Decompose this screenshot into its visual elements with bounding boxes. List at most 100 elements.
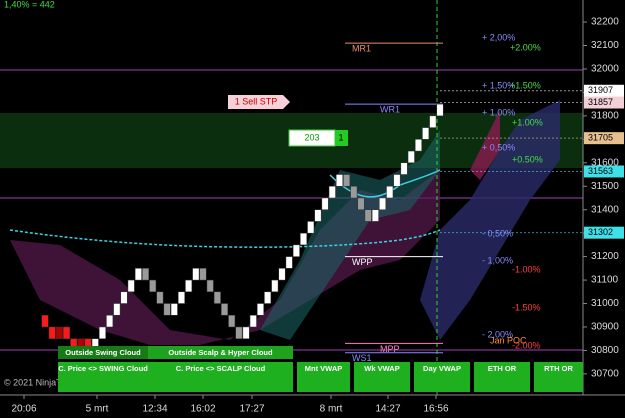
y-tick-label: 30700 xyxy=(591,369,619,380)
button-label[interactable]: RTH OR xyxy=(544,364,573,373)
button-label[interactable]: C. Price <> SWING Cloud xyxy=(58,364,148,373)
percent-label: + 1,00% xyxy=(482,107,515,117)
x-tick-label: 17:27 xyxy=(239,404,264,415)
renko-brick xyxy=(98,326,106,339)
renko-brick xyxy=(400,162,408,175)
poc-label: Jan POC xyxy=(490,335,527,345)
percent-label: -1.50% xyxy=(512,302,541,312)
percent-label: + 1,50% xyxy=(482,80,515,90)
percent-label: +0.50% xyxy=(512,154,543,164)
y-tick-label: 30800 xyxy=(591,345,619,356)
button-label[interactable]: Outside Scalp & Hyper Cloud xyxy=(168,348,273,357)
renko-brick xyxy=(55,326,63,339)
level-label: WS1 xyxy=(352,353,372,363)
button[interactable] xyxy=(148,362,293,392)
button[interactable] xyxy=(297,362,350,392)
renko-brick xyxy=(235,326,243,339)
level-label: WPP xyxy=(352,257,373,267)
renko-brick xyxy=(199,268,207,281)
price-tag xyxy=(584,84,624,97)
renko-brick xyxy=(335,174,343,187)
x-tick-label: 5 mrt xyxy=(86,404,109,415)
copyright: © 2021 NinjaTrader, LLC xyxy=(4,377,104,387)
y-tick-label: 31000 xyxy=(591,298,619,309)
x-tick-label: 8 mrt xyxy=(320,404,343,415)
percent-label: -1.00% xyxy=(512,264,541,274)
y-tick-label: 31200 xyxy=(591,251,619,262)
renko-brick xyxy=(213,291,221,304)
y-tick-label: 31400 xyxy=(591,204,619,215)
renko-brick xyxy=(300,232,308,246)
renko-brick xyxy=(307,221,315,234)
hyper-cloud xyxy=(420,100,560,340)
y-tick-label: 32200 xyxy=(591,17,619,28)
button[interactable] xyxy=(58,346,148,359)
renko-brick xyxy=(393,174,401,187)
x-tick-label: 12:34 xyxy=(142,404,167,415)
renko-brick xyxy=(41,314,49,328)
price-tag-label: 31302 xyxy=(588,227,613,237)
renko-brick xyxy=(163,303,171,316)
price-tag-label: 31857 xyxy=(588,97,613,107)
y-tick-label: 31100 xyxy=(591,275,619,286)
order-label[interactable]: 1 Sell STP xyxy=(235,96,278,106)
button-label[interactable]: C. Price <> SCALP Cloud xyxy=(176,364,266,373)
position-qty[interactable]: 203 xyxy=(304,132,319,142)
price-tag xyxy=(584,226,624,239)
percent-label: - 1,00% xyxy=(482,255,513,265)
y-tick-label: 31600 xyxy=(591,157,619,168)
renko-brick xyxy=(134,268,142,281)
level-label: MR1 xyxy=(352,44,371,54)
position-size[interactable]: 1 xyxy=(338,132,343,142)
renko-brick xyxy=(264,291,272,304)
renko-brick xyxy=(228,314,236,328)
x-tick-label: 16:56 xyxy=(423,404,448,415)
renko-brick xyxy=(436,103,444,117)
renko-brick xyxy=(350,185,358,199)
renko-brick xyxy=(414,139,422,152)
renko-brick xyxy=(321,197,329,210)
button-label[interactable]: Day VWAP xyxy=(423,364,461,373)
renko-brick xyxy=(63,326,71,339)
renko-brick xyxy=(149,279,157,293)
renko-brick xyxy=(170,303,178,316)
button[interactable] xyxy=(534,362,583,392)
y-tick-label: 31500 xyxy=(591,181,619,192)
button-label[interactable]: Wk VWAP xyxy=(364,364,399,373)
renko-brick xyxy=(292,244,300,257)
percent-label: - 0,50% xyxy=(482,228,513,238)
percent-label: - 2,00% xyxy=(482,329,513,339)
level-label: WR1 xyxy=(380,105,400,115)
renko-brick xyxy=(343,174,351,187)
price-tag xyxy=(584,132,624,145)
vwap-line xyxy=(9,229,441,248)
price-tag-label: 31705 xyxy=(588,133,613,143)
percent-label: + 2,00% xyxy=(482,32,515,42)
button-label[interactable]: ETH OR xyxy=(488,364,517,373)
renko-brick xyxy=(192,268,200,281)
button[interactable] xyxy=(354,362,410,392)
button-label[interactable]: Mnt VWAP xyxy=(305,364,343,373)
renko-brick xyxy=(113,303,121,316)
button[interactable] xyxy=(474,362,530,392)
button[interactable] xyxy=(148,346,293,359)
y-tick-label: 30900 xyxy=(591,322,619,333)
renko-brick xyxy=(314,209,322,222)
position-size-box[interactable] xyxy=(335,130,348,146)
button-label[interactable]: Outside Swing Cloud xyxy=(65,348,141,357)
renko-brick xyxy=(371,209,379,222)
price-tag-label: 31907 xyxy=(588,85,613,95)
renko-brick xyxy=(271,279,279,293)
percent-label: -2.00% xyxy=(512,340,541,350)
renko-brick xyxy=(242,326,250,339)
price-tag xyxy=(584,96,624,109)
x-tick-label: 14:27 xyxy=(375,404,400,415)
percent-label: + 0,50% xyxy=(482,142,515,152)
button[interactable] xyxy=(58,362,148,392)
order-box[interactable] xyxy=(228,95,290,109)
renko-brick xyxy=(106,314,114,328)
renko-brick xyxy=(206,279,214,293)
button[interactable] xyxy=(414,362,470,392)
renko-brick xyxy=(249,314,257,328)
